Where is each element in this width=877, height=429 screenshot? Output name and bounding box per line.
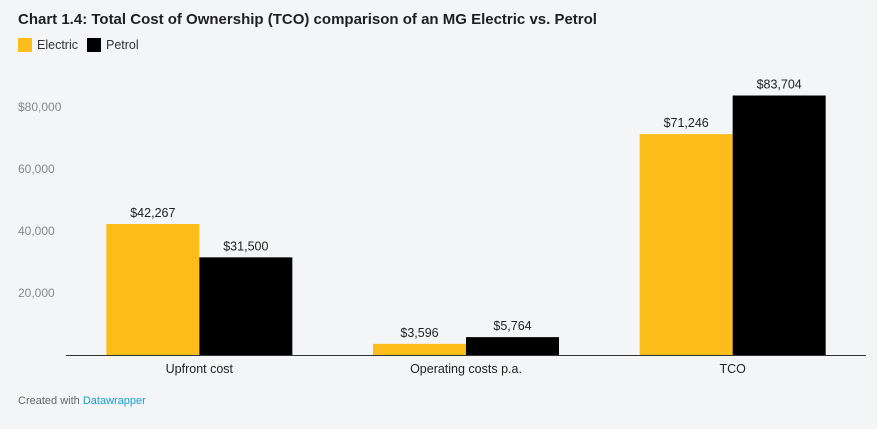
y-tick-label-0: 20,000 bbox=[18, 286, 55, 300]
x-tick-label-0: Upfront cost bbox=[166, 362, 234, 376]
value-label-petrol-2: $83,704 bbox=[757, 78, 802, 92]
bar-electric-1 bbox=[373, 343, 466, 355]
value-label-electric-0: $42,267 bbox=[130, 206, 175, 220]
bar-electric-2 bbox=[639, 134, 733, 355]
legend-swatch-petrol bbox=[86, 38, 101, 52]
legend-label-electric: Electric bbox=[37, 38, 78, 52]
y-tick-label-3: $80,000 bbox=[18, 100, 62, 114]
legend-swatch-electric bbox=[18, 38, 32, 52]
value-label-petrol-1: $5,764 bbox=[493, 319, 531, 333]
bar-petrol-0 bbox=[199, 257, 293, 355]
bar-electric-0 bbox=[106, 223, 200, 355]
y-tick-label-2: 60,000 bbox=[18, 162, 55, 176]
y-tick-label-1: 40,000 bbox=[18, 224, 55, 238]
value-label-petrol-0: $31,500 bbox=[223, 239, 268, 253]
x-tick-label-2: TCO bbox=[719, 362, 746, 376]
footer-credit: Created with Datawrapper bbox=[18, 395, 146, 407]
legend-item-petrol: Petrol bbox=[86, 38, 139, 52]
bar-petrol-1 bbox=[466, 337, 559, 355]
bar-petrol-2 bbox=[732, 95, 826, 355]
datawrapper-link[interactable]: Datawrapper bbox=[82, 395, 146, 407]
x-tick-label-1: Operating costs p.a. bbox=[410, 362, 522, 376]
legend-label-petrol: Petrol bbox=[105, 38, 139, 52]
chart-title: Chart 1.4: Total Cost of Ownership (TCO)… bbox=[18, 11, 597, 28]
legend-item-electric: Electric bbox=[18, 38, 78, 52]
value-label-electric-2: $71,246 bbox=[664, 116, 709, 130]
value-label-electric-1: $3,596 bbox=[400, 326, 438, 340]
legend: Electric Petrol bbox=[18, 38, 148, 52]
footer-prefix: Created with bbox=[18, 395, 80, 407]
